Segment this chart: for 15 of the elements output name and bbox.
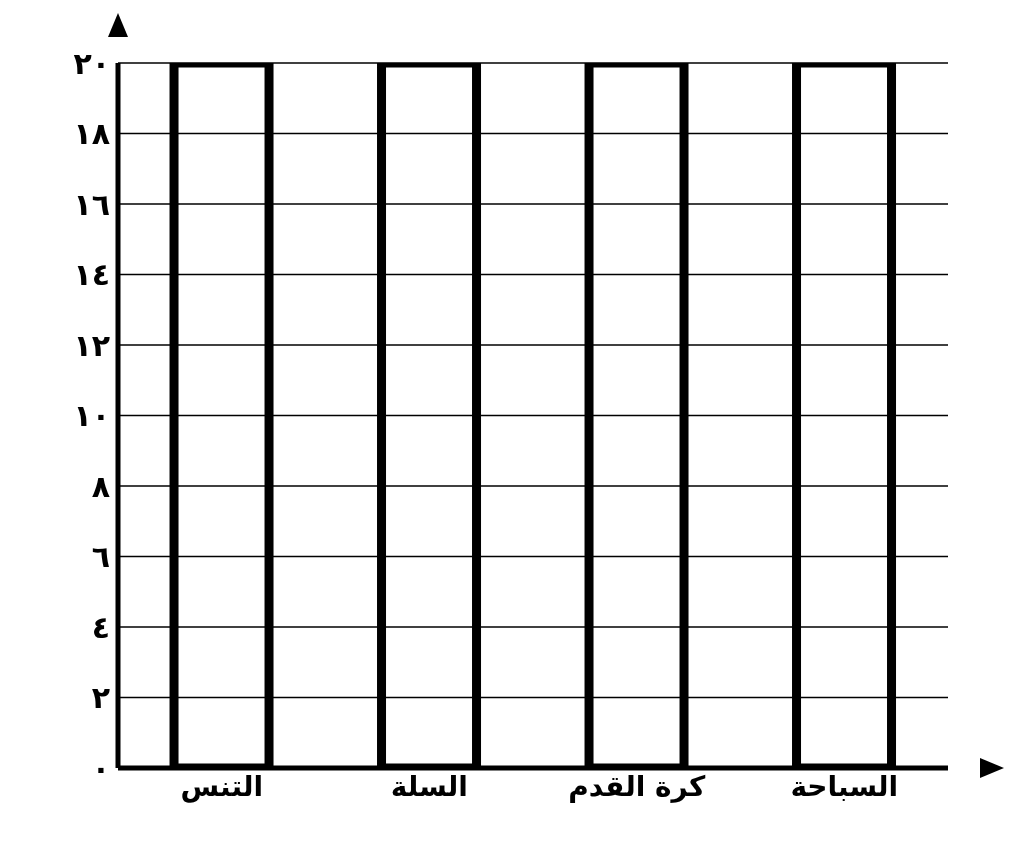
y-tick-label: ٢ <box>91 680 110 716</box>
y-tick-label: ١٠ <box>73 398 110 434</box>
y-tick-label: ١٨ <box>73 116 110 152</box>
y-tick-label: ١٤ <box>73 257 110 293</box>
y-tick-label: ١٢ <box>73 327 110 363</box>
y-tick-label: ١٦ <box>73 186 110 222</box>
x-tick-label: التنس <box>180 769 264 803</box>
x-tick-label: السباحة <box>790 769 899 803</box>
x-tick-label: السلة <box>390 769 468 803</box>
y-tick-label: ٠ <box>91 750 110 786</box>
y-tick-label: ٨ <box>91 468 110 504</box>
y-tick-label: ٤ <box>91 609 110 645</box>
y-tick-label: ٢٠ <box>73 45 110 81</box>
x-tick-label: كرة القدم <box>568 769 706 803</box>
y-tick-label: ٦ <box>91 539 110 575</box>
